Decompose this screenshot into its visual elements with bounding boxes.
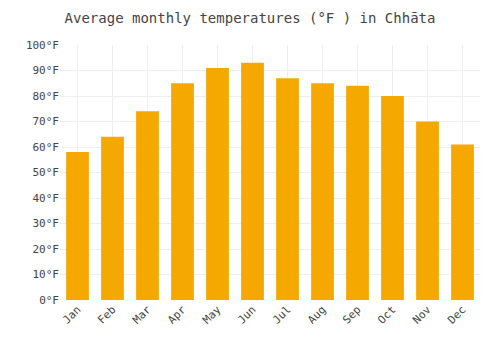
svg-text:0°F: 0°F	[39, 294, 59, 307]
svg-text:Mar: Mar	[130, 303, 154, 327]
svg-text:Nov: Nov	[410, 303, 434, 327]
svg-text:Jun: Jun	[235, 303, 258, 326]
svg-text:80°F: 80°F	[33, 90, 60, 103]
svg-text:Jul: Jul	[270, 303, 293, 326]
svg-text:60°F: 60°F	[33, 141, 60, 154]
svg-text:Oct: Oct	[375, 303, 398, 326]
svg-text:30°F: 30°F	[33, 217, 60, 230]
svg-text:Apr: Apr	[165, 303, 189, 327]
svg-text:Jan: Jan	[60, 303, 83, 326]
svg-text:40°F: 40°F	[33, 192, 60, 205]
svg-text:50°F: 50°F	[33, 166, 60, 179]
svg-text:Average monthly temperatures (: Average monthly temperatures (°F ) in Ch…	[65, 10, 436, 26]
svg-text:Feb: Feb	[95, 303, 118, 326]
svg-text:Aug: Aug	[305, 303, 328, 326]
svg-text:May: May	[200, 303, 224, 327]
svg-text:20°F: 20°F	[33, 243, 60, 256]
svg-text:Sep: Sep	[340, 303, 363, 326]
svg-text:100°F: 100°F	[26, 39, 59, 52]
svg-text:10°F: 10°F	[33, 268, 60, 281]
svg-text:90°F: 90°F	[33, 64, 60, 77]
svg-text:Dec: Dec	[445, 303, 468, 326]
svg-text:70°F: 70°F	[33, 115, 60, 128]
